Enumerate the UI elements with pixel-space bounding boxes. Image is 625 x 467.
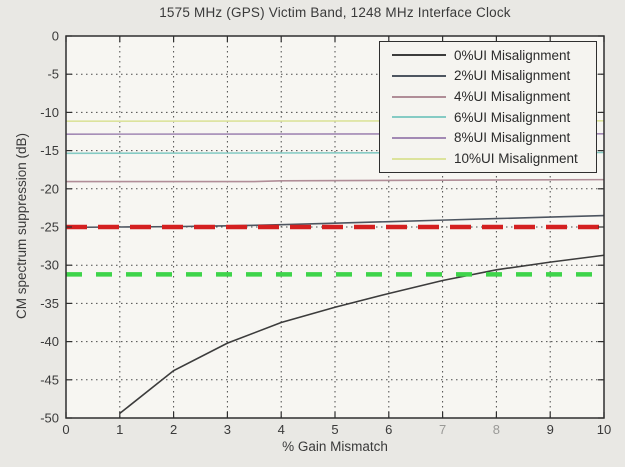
x-tick-label: 0: [62, 422, 69, 437]
legend: 0%UI Misalignment 2%UI Misalignment 4%UI M…: [379, 41, 597, 173]
y-tick-label: -35: [40, 296, 59, 311]
legend-line-sample: [392, 157, 446, 160]
y-tick-label: -25: [40, 220, 59, 235]
legend-line-sample: [392, 116, 446, 119]
y-tick-label: -40: [40, 334, 59, 349]
x-axis-title: % Gain Mismatch: [282, 439, 388, 454]
legend-item: 6%UI Misalignment: [380, 107, 596, 127]
x-tick-label: 8: [493, 422, 500, 437]
y-tick-label: -15: [40, 143, 59, 158]
x-tick-label: 7: [439, 422, 446, 437]
legend-line-sample: [392, 74, 446, 77]
legend-item: 0%UI Misalignment: [380, 45, 596, 65]
y-tick-label: -45: [40, 372, 59, 387]
x-tick-label: 2: [170, 422, 177, 437]
legend-line-sample: [392, 95, 446, 98]
legend-line-sample: [392, 136, 446, 139]
x-tick-label: 6: [385, 422, 392, 437]
x-tick-label: 9: [547, 422, 554, 437]
chart-title: 1575 MHz (GPS) Victim Band, 1248 MHz Int…: [159, 5, 511, 20]
y-tick-label: -20: [40, 181, 59, 196]
x-tick-label: 3: [224, 422, 231, 437]
legend-item: 4%UI Misalignment: [380, 87, 596, 107]
y-axis-title: CM spectrum suppression (dB): [14, 132, 29, 320]
legend-label: 4%UI Misalignment: [454, 89, 571, 105]
y-tick-label: -30: [40, 258, 59, 273]
y-tick-label: -5: [47, 67, 59, 82]
x-tick-label: 4: [278, 422, 285, 437]
legend-item: 2%UI Misalignment: [380, 66, 596, 86]
y-tick-label: -10: [40, 105, 59, 120]
series-line-0uimisalignment: [119, 254, 605, 415]
series-line-2uimisalignment: [65, 214, 605, 229]
x-tick-label: 5: [331, 422, 338, 437]
legend-label: 0%UI Misalignment: [454, 47, 571, 63]
y-tick-label: -50: [40, 411, 59, 426]
legend-line-sample: [392, 54, 446, 57]
legend-item: 10%UI Misalignment: [380, 149, 596, 169]
legend-label: 2%UI Misalignment: [454, 68, 571, 84]
legend-item: 8%UI Misalignment: [380, 128, 596, 148]
legend-label: 8%UI Misalignment: [454, 130, 571, 146]
x-tick-label: 10: [597, 422, 611, 437]
y-tick-label: 0: [52, 29, 59, 44]
series-line-4uimisalignment: [66, 178, 605, 183]
legend-label: 6%UI Misalignment: [454, 109, 571, 125]
legend-label: 10%UI Misalignment: [454, 151, 578, 167]
x-tick-label: 1: [116, 422, 123, 437]
